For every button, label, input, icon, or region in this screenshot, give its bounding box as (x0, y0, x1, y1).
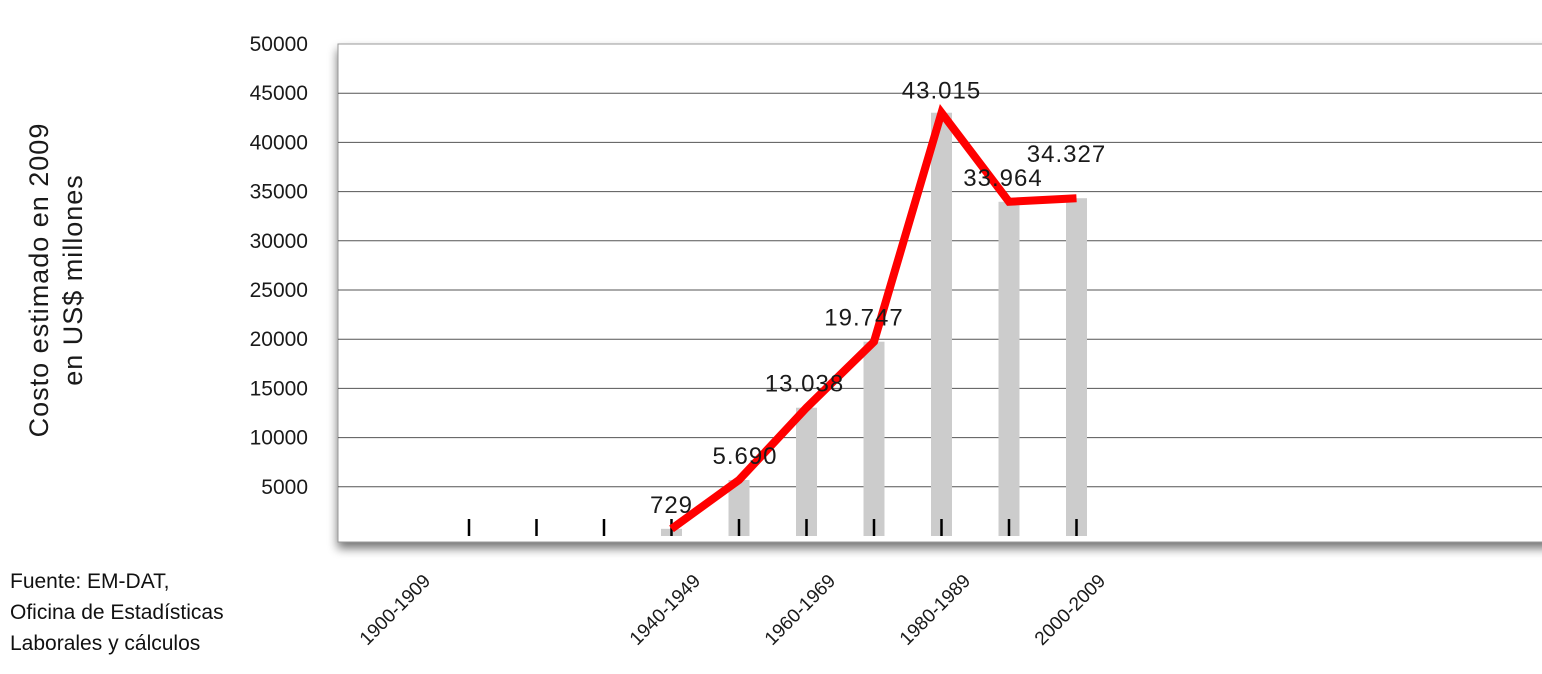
bar (998, 201, 1020, 536)
x-axis-labels: 1900-1909 1940-1949 1960-1969 1980-1989 2000… (356, 571, 1110, 650)
bar (863, 341, 885, 536)
data-label: 5.690 (712, 443, 777, 470)
y-tick-label: 30000 (250, 230, 308, 253)
data-label: 33.964 (963, 165, 1042, 192)
data-label: 13.038 (765, 371, 844, 398)
source-note-line-1: Fuente: EM-DAT, (10, 570, 170, 593)
data-label: 729 (650, 492, 693, 519)
y-axis-title: Costo estimado en 2009 en US$ millones (22, 60, 102, 500)
x-tick-label: 2000-2009 (1031, 571, 1110, 650)
y-tick-label: 10000 (250, 427, 308, 450)
y-tick-label: 25000 (250, 279, 308, 302)
trend-line (669, 104, 1077, 533)
bar (931, 112, 952, 537)
y-axis-title-line-1: Costo estimado en 2009 (24, 122, 54, 438)
y-tick-label: 45000 (250, 82, 308, 105)
y-axis-title-line-2: en US$ millones (58, 174, 88, 386)
y-tick-label: 5000 (261, 476, 308, 499)
bar (796, 407, 817, 536)
bar (728, 480, 750, 536)
bar (1066, 198, 1087, 536)
trend-line (669, 104, 1077, 533)
x-ticks (467, 519, 1078, 536)
source-note-line-2: Oficina de Estadísticas (10, 601, 224, 624)
source-note-line-3: Laborales y cálculos (10, 632, 201, 655)
data-label: 43.015 (902, 78, 981, 105)
y-tick-label: 40000 (250, 131, 308, 154)
x-tick-label: 1940-1949 (626, 571, 705, 650)
y-tick-label: 35000 (250, 181, 308, 204)
y-axis: 5000 10000 15000 20000 25000 30000 35000 40000 4… (250, 33, 308, 499)
y-tick-label: 20000 (250, 328, 308, 351)
x-tick-label: 1960-1969 (761, 571, 840, 650)
y-tick-label: 50000 (250, 33, 308, 56)
data-label: 19.747 (824, 305, 903, 332)
source-note: Fuente: EM-DAT, Oficina de Estadísticas … (10, 566, 224, 659)
y-tick-label: 15000 (250, 377, 308, 400)
data-label: 34.327 (1027, 141, 1106, 168)
bars (661, 112, 1087, 537)
x-tick-label: 1900-1909 (356, 571, 435, 650)
x-tick-label: 1980-1989 (896, 571, 975, 650)
